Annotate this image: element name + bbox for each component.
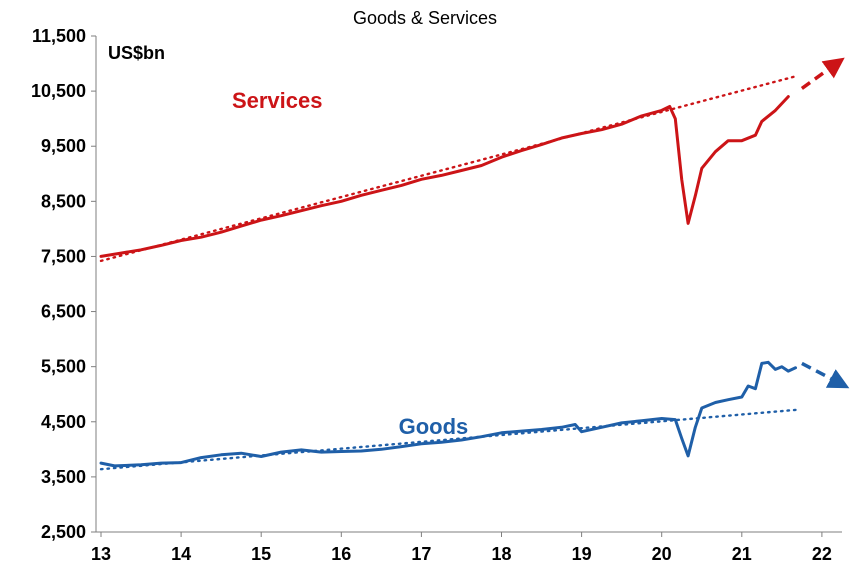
series-labels: Services Goods bbox=[232, 88, 468, 439]
y-tick-label: 9,500 bbox=[41, 136, 86, 156]
y-tick-label: 3,500 bbox=[41, 467, 86, 487]
y-tick-label: 5,500 bbox=[41, 357, 86, 377]
services-trend-line bbox=[99, 74, 800, 263]
trend-lines bbox=[99, 57, 850, 471]
x-tick-label: 15 bbox=[251, 544, 271, 564]
x-tick-label: 13 bbox=[91, 544, 111, 564]
goods-trend-line bbox=[99, 408, 800, 471]
ticks: 2,500 3,500 4,500 5,500 6,500 7,500 8,500 9,500… bbox=[31, 26, 832, 564]
goods-series-line bbox=[99, 360, 797, 468]
unit-label: US$bn bbox=[108, 43, 165, 63]
x-tick-label: 14 bbox=[171, 544, 191, 564]
x-tick-label: 18 bbox=[491, 544, 511, 564]
services-series-label: Services bbox=[232, 88, 323, 113]
services-series-line bbox=[99, 95, 790, 258]
goods-series-label: Goods bbox=[399, 414, 469, 439]
x-tick-label: 17 bbox=[411, 544, 431, 564]
y-tick-label: 11,500 bbox=[32, 26, 86, 46]
x-tick-label: 20 bbox=[652, 544, 672, 564]
y-tick-label: 8,500 bbox=[41, 191, 86, 211]
goods-forecast-arrow bbox=[801, 361, 850, 389]
services-forecast-arrow bbox=[800, 57, 845, 90]
y-tick-label: 4,500 bbox=[41, 412, 86, 432]
x-tick-label: 22 bbox=[812, 544, 832, 564]
y-tick-label: 2,500 bbox=[41, 522, 86, 542]
x-tick-label: 19 bbox=[572, 544, 592, 564]
x-tick-label: 21 bbox=[732, 544, 752, 564]
axes bbox=[95, 36, 842, 533]
x-tick-label: 16 bbox=[331, 544, 351, 564]
y-tick-label: 6,500 bbox=[41, 302, 86, 322]
chart-title: Goods & Services bbox=[353, 8, 497, 28]
y-tick-label: 10,500 bbox=[31, 81, 86, 101]
y-tick-label: 7,500 bbox=[41, 246, 86, 266]
series-lines bbox=[99, 95, 797, 468]
